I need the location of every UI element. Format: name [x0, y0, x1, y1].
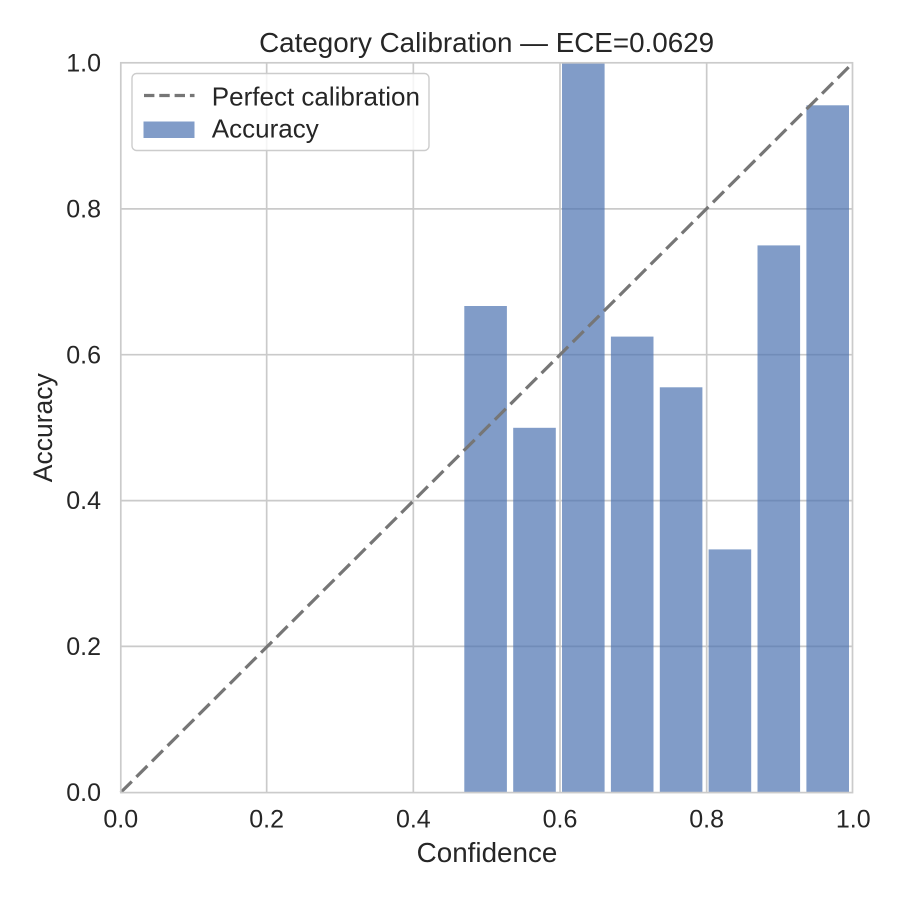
svg-text:0.8: 0.8: [66, 196, 101, 224]
svg-text:0.4: 0.4: [396, 806, 431, 834]
svg-text:0.0: 0.0: [103, 806, 138, 834]
svg-text:Confidence: Confidence: [417, 837, 558, 868]
svg-text:0.8: 0.8: [689, 806, 724, 834]
svg-text:Category Calibration — ECE=0.0: Category Calibration — ECE=0.0629: [259, 27, 714, 58]
svg-text:0.4: 0.4: [66, 487, 101, 515]
svg-text:0.6: 0.6: [66, 341, 101, 369]
svg-text:0.2: 0.2: [66, 633, 101, 661]
svg-text:0.0: 0.0: [66, 779, 101, 807]
svg-text:1.0: 1.0: [836, 806, 871, 834]
svg-text:0.6: 0.6: [543, 806, 578, 834]
svg-text:0.2: 0.2: [249, 806, 284, 834]
svg-text:Accuracy: Accuracy: [212, 114, 319, 144]
svg-text:1.0: 1.0: [66, 50, 101, 78]
svg-text:Perfect calibration: Perfect calibration: [212, 81, 420, 111]
svg-text:Accuracy: Accuracy: [28, 372, 58, 482]
